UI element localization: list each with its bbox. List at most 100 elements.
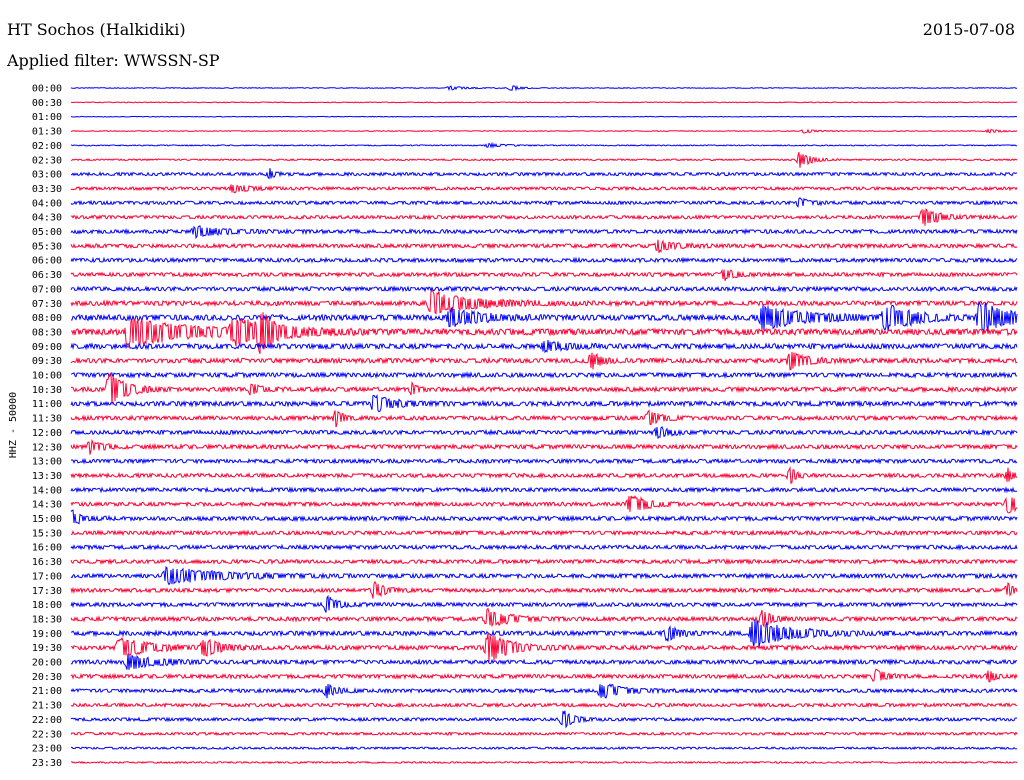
trace-line [70, 339, 1018, 354]
time-tick-label: 06:00 [32, 256, 62, 267]
time-tick-label: 01:00 [32, 112, 62, 123]
time-tick-label: 13:00 [32, 457, 62, 468]
time-tick-label: 21:30 [32, 701, 62, 712]
time-tick-label: 08:00 [32, 313, 62, 324]
trace-line [70, 619, 1018, 647]
seismic-traces [70, 85, 1018, 765]
time-tick-label: 00:00 [32, 84, 62, 95]
channel-label: HHZ - 50000 [8, 392, 19, 458]
trace-line [70, 184, 1018, 194]
time-tick-label: 16:00 [32, 543, 62, 554]
trace-line [70, 197, 1018, 208]
time-tick-label: 03:30 [32, 184, 62, 195]
time-tick-label: 07:00 [32, 284, 62, 295]
time-tick-label: 23:30 [32, 758, 62, 769]
time-tick-label: 02:00 [32, 141, 62, 152]
trace-line [70, 115, 1018, 118]
time-tick-label: 11:00 [32, 399, 62, 410]
time-tick-label: 16:30 [32, 557, 62, 568]
trace-line [70, 668, 1018, 683]
trace-line [70, 351, 1018, 371]
time-tick-label: 21:00 [32, 686, 62, 697]
trace-line [70, 371, 1018, 405]
time-tick-labels: 00:00 00:30 01:00 01:30 02:00 02:30 03:00 03:30… [32, 84, 62, 769]
trace-line [70, 653, 1018, 670]
trace-line [70, 632, 1018, 662]
time-tick-label: 15:00 [32, 514, 62, 525]
trace-line [70, 486, 1018, 494]
trace-line [70, 394, 1018, 413]
time-tick-label: 05:30 [32, 241, 62, 252]
time-tick-label: 19:00 [32, 629, 62, 640]
trace-line [70, 731, 1018, 737]
trace-line [70, 683, 1018, 699]
time-tick-label: 09:30 [32, 356, 62, 367]
time-tick-label: 18:30 [32, 614, 62, 625]
station-title: HT Sochos (Halkidiki) [7, 20, 186, 39]
trace-line [70, 101, 1018, 104]
time-tick-label: 08:30 [32, 327, 62, 338]
date-label: 2015-07-08 [922, 20, 1015, 39]
time-tick-label: 17:00 [32, 571, 62, 582]
time-tick-label: 10:00 [32, 371, 62, 382]
trace-line [70, 710, 1018, 729]
time-tick-label: 22:00 [32, 715, 62, 726]
trace-line [70, 85, 1018, 92]
trace-line [70, 495, 1018, 514]
trace-line [70, 256, 1018, 264]
trace-line [70, 438, 1018, 455]
trace-line [70, 466, 1018, 485]
time-tick-label: 12:00 [32, 428, 62, 439]
trace-line [70, 409, 1018, 428]
time-tick-label: 01:30 [32, 127, 62, 138]
trace-line [70, 128, 1018, 134]
time-tick-label: 03:00 [32, 170, 62, 181]
time-tick-label: 11:30 [32, 414, 62, 425]
trace-line [70, 168, 1018, 180]
trace-line [70, 285, 1018, 293]
trace-line [70, 557, 1018, 566]
time-tick-label: 22:30 [32, 729, 62, 740]
trace-line [70, 701, 1017, 709]
time-tick-label: 17:30 [32, 586, 62, 597]
trace-line [70, 607, 1018, 628]
trace-line [70, 225, 1018, 240]
trace-line [70, 543, 1018, 551]
trace-line [70, 208, 1018, 226]
trace-line [70, 529, 1018, 537]
time-tick-label: 04:30 [32, 213, 62, 224]
time-tick-label: 19:30 [32, 643, 62, 654]
time-tick-label: 18:00 [32, 600, 62, 611]
trace-line [70, 509, 1018, 525]
time-tick-label: 20:00 [32, 658, 62, 669]
trace-line [70, 152, 1018, 168]
trace-line [70, 746, 1018, 751]
filter-label: Applied filter: WWSSN-SP [7, 51, 220, 70]
time-tick-label: 20:30 [32, 672, 62, 683]
trace-line [70, 760, 1018, 765]
trace-line [70, 239, 1018, 253]
time-tick-label: 10:30 [32, 385, 62, 396]
trace-line [70, 594, 1018, 613]
trace-line [70, 312, 1018, 354]
trace-line [70, 566, 1018, 586]
time-tick-label: 14:00 [32, 485, 62, 496]
time-tick-label: 02:30 [32, 155, 62, 166]
time-tick-label: 12:30 [32, 442, 62, 453]
time-tick-label: 23:00 [32, 744, 62, 755]
time-tick-label: 13:30 [32, 471, 62, 482]
time-tick-label: 14:30 [32, 500, 62, 511]
trace-line [70, 268, 1018, 281]
trace-line [70, 426, 1018, 440]
time-tick-label: 15:30 [32, 528, 62, 539]
trace-line [70, 141, 1018, 149]
time-tick-label: 00:30 [32, 98, 62, 109]
trace-line [70, 580, 1018, 599]
trace-line [70, 457, 1018, 465]
time-tick-label: 06:30 [32, 270, 62, 281]
trace-line [71, 300, 1018, 333]
time-tick-label: 04:00 [32, 198, 62, 209]
trace-line [70, 289, 1018, 315]
trace-line [70, 371, 1018, 380]
